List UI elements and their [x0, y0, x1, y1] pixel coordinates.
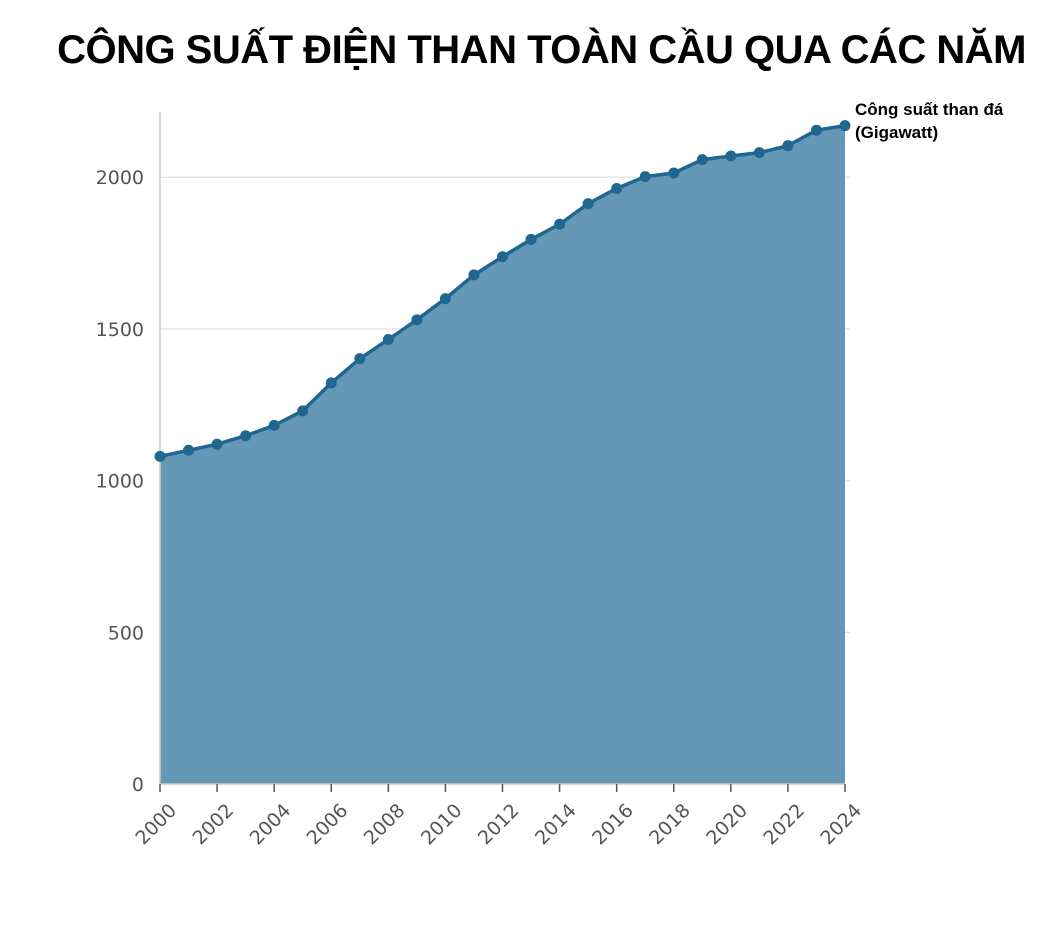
x-axis-ticks: 2000 2002 2004 2006 2008 2010 2012 2014 2016 2018…	[131, 784, 866, 849]
data-points	[154, 120, 851, 462]
data-point-2019	[696, 154, 708, 166]
x-tick-label-2000: 2000	[131, 800, 181, 850]
data-point-2008	[382, 334, 394, 346]
x-tick-label-2024: 2024	[816, 800, 866, 850]
data-point-2020	[725, 150, 737, 162]
x-tick-label-2006: 2006	[303, 800, 353, 850]
data-point-2007	[354, 353, 366, 365]
data-point-2009	[411, 314, 423, 326]
data-point-2012	[497, 251, 508, 263]
y-tick-label-0: 0	[132, 774, 144, 796]
data-point-2011	[468, 269, 480, 281]
data-point-2005	[297, 405, 309, 417]
data-point-2001	[183, 444, 195, 456]
series-label: Công suất than đá (Gigawatt)	[855, 100, 1004, 142]
y-tick-label-1000: 1000	[96, 471, 144, 493]
data-point-2002	[211, 438, 223, 450]
data-point-2017	[639, 171, 651, 183]
area-fill	[160, 125, 845, 785]
data-point-2022	[782, 140, 794, 152]
x-tick-label-2016: 2016	[588, 800, 638, 850]
x-tick-label-2010: 2010	[417, 800, 467, 850]
x-tick-label-2008: 2008	[360, 800, 410, 850]
chart-title: CÔNG SUẤT ĐIỆN THAN TOÀN CẦU QUA CÁC NĂM	[57, 28, 1026, 72]
x-tick-label-2018: 2018	[645, 800, 695, 850]
data-point-2014	[554, 218, 566, 230]
data-point-2023	[810, 124, 822, 136]
data-point-2006	[325, 377, 337, 389]
x-tick-label-2004: 2004	[246, 800, 296, 850]
y-axis-ticks: 0 500 1000 1500 2000	[96, 167, 144, 796]
y-tick-label-2000: 2000	[96, 167, 144, 189]
series-label-line-1: Công suất than đá	[855, 100, 1004, 119]
y-tick-label-1500: 1500	[96, 319, 144, 341]
data-point-2018	[668, 167, 680, 179]
x-tick-label-2022: 2022	[759, 800, 809, 850]
data-point-2013	[525, 233, 537, 245]
x-tick-label-2014: 2014	[531, 800, 581, 850]
data-point-2024	[839, 120, 851, 132]
data-point-2003	[240, 430, 252, 442]
data-point-2000	[154, 450, 166, 462]
series-label-line-2: (Gigawatt)	[855, 123, 938, 142]
x-tick-label-2020: 2020	[702, 800, 752, 850]
area-series	[160, 125, 845, 785]
x-tick-label-2002: 2002	[188, 800, 238, 850]
data-point-2021	[753, 147, 765, 159]
data-point-2010	[439, 293, 451, 305]
data-point-2004	[268, 419, 280, 431]
data-point-2015	[582, 198, 594, 210]
data-point-2016	[611, 182, 623, 194]
x-tick-label-2012: 2012	[474, 800, 524, 850]
y-tick-label-500: 500	[108, 622, 144, 644]
